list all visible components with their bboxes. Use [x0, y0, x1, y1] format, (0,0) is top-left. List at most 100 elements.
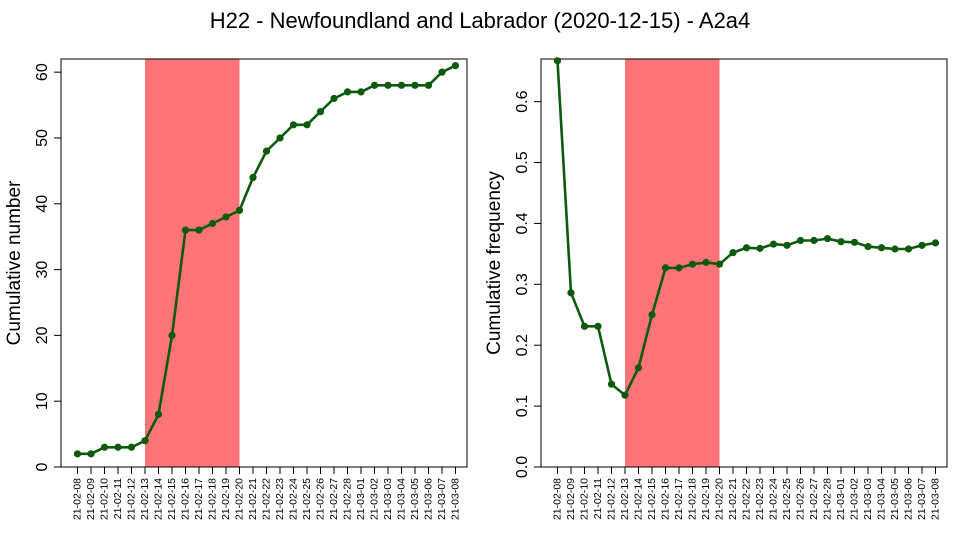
- x-tick-label: 21-03-05: [409, 478, 421, 520]
- x-tick-label: 21-02-24: [288, 478, 300, 520]
- data-point: [249, 173, 257, 182]
- x-tick-label: 21-03-04: [876, 478, 888, 520]
- x-tick-label: 21-02-26: [315, 478, 327, 520]
- data-point: [370, 81, 379, 89]
- data-point: [621, 391, 629, 399]
- x-tick-label: 21-02-11: [112, 478, 124, 519]
- x-tick-label: 21-03-05: [889, 478, 901, 520]
- x-tick-label: 21-03-02: [849, 478, 861, 520]
- x-tick-label: 21-02-16: [660, 478, 672, 520]
- x-tick-label: 21-02-12: [606, 478, 618, 520]
- x-tick-label: 21-02-23: [754, 478, 766, 520]
- x-tick-label: 21-02-15: [646, 478, 658, 520]
- x-tick-label: 21-03-08: [930, 478, 942, 520]
- y-tick-label: 0.2: [514, 334, 531, 356]
- y-axis-label: Cumulative number: [4, 180, 25, 345]
- data-point: [87, 450, 95, 458]
- data-point: [810, 236, 818, 245]
- series-line: [77, 64, 457, 456]
- x-tick-label: 21-03-01: [355, 478, 367, 520]
- x-tick-label: 21-02-11: [592, 478, 604, 519]
- x-tick-label: 21-02-23: [274, 478, 286, 520]
- y-tick-label: 10: [34, 392, 51, 410]
- data-point: [783, 241, 791, 249]
- x-tick-label: 21-02-20: [714, 478, 726, 520]
- data-point: [222, 213, 230, 221]
- data-point: [195, 226, 203, 234]
- data-point: [357, 88, 365, 96]
- y-tick-label: 0.5: [514, 151, 531, 173]
- x-tick-label: 21-02-25: [301, 478, 313, 520]
- data-point: [343, 88, 352, 96]
- x-tick-label: 21-03-01: [835, 478, 847, 520]
- x-tick-label: 21-02-08: [72, 478, 84, 520]
- data-point: [451, 61, 460, 70]
- data-point: [397, 81, 406, 89]
- x-tick-label: 21-02-15: [166, 478, 178, 520]
- data-point: [756, 244, 764, 252]
- x-tick-label: 21-03-07: [916, 478, 928, 520]
- y-tick-label: 0.0: [514, 456, 531, 478]
- x-tick-label: 21-03-06: [423, 478, 435, 520]
- y-tick-label: 0: [34, 462, 51, 471]
- y-tick-label: 20: [34, 326, 51, 344]
- y-tick-label: 40: [34, 195, 51, 213]
- data-point: [675, 264, 683, 272]
- x-tick-label: 21-02-10: [99, 478, 111, 520]
- y-tick-label: 60: [34, 63, 51, 81]
- x-tick-label: 21-03-07: [436, 478, 448, 520]
- x-tick-label: 21-02-19: [700, 478, 712, 520]
- data-point: [127, 443, 136, 451]
- x-tick-label: 21-03-02: [369, 478, 381, 520]
- y-tick-label: 0.3: [514, 273, 531, 295]
- x-tick-label: 21-02-08: [552, 478, 564, 520]
- data-point: [850, 238, 859, 246]
- x-tick-label: 21-02-22: [741, 478, 753, 520]
- x-tick-label: 21-02-09: [565, 478, 577, 520]
- y-tick-label: 0.6: [514, 90, 531, 112]
- data-point: [580, 322, 589, 330]
- data-point: [73, 450, 82, 458]
- data-point: [303, 121, 311, 129]
- data-point: [384, 81, 392, 89]
- data-point: [931, 239, 940, 247]
- data-point: [877, 244, 886, 252]
- data-point: [424, 81, 433, 89]
- x-tick-label: 21-03-04: [396, 478, 408, 520]
- x-tick-label: 21-02-26: [795, 478, 807, 520]
- data-point: [837, 238, 845, 246]
- x-tick-label: 21-03-03: [382, 478, 394, 520]
- x-tick-label: 21-02-18: [687, 478, 699, 520]
- data-point: [154, 410, 163, 418]
- plot-frame: [540, 58, 948, 468]
- data-point: [648, 311, 656, 319]
- data-point: [141, 437, 149, 445]
- data-point: [411, 81, 419, 89]
- y-tick-label: 30: [34, 261, 51, 279]
- x-tick-label: 21-02-28: [822, 478, 834, 520]
- data-point: [769, 240, 778, 248]
- x-tick-label: 21-02-12: [126, 478, 138, 520]
- x-tick-label: 21-02-13: [139, 478, 151, 520]
- data-point: [729, 249, 737, 257]
- x-tick-label: 21-02-24: [768, 478, 780, 520]
- page-title: H22 - Newfoundland and Labrador (2020-12…: [209, 8, 751, 33]
- data-point: [864, 242, 872, 251]
- x-tick-label: 21-03-08: [450, 478, 462, 520]
- data-point: [567, 289, 575, 297]
- cumulative-frequency-chart: 0.0 0.1 0.2 0.3 0.4 0.5 0.6 Cumulative frequenc…: [484, 57, 948, 520]
- data-point: [553, 57, 562, 65]
- x-tick-label: 21-03-03: [862, 478, 874, 520]
- y-axis-label: Cumulative frequency: [484, 171, 505, 355]
- data-point: [918, 241, 926, 249]
- x-tick-label: 21-02-27: [808, 478, 820, 520]
- data-point: [208, 219, 217, 228]
- data-point: [904, 245, 913, 253]
- data-point: [796, 236, 805, 245]
- data-point: [316, 108, 325, 116]
- data-point: [262, 147, 271, 155]
- series-line: [556, 60, 936, 397]
- data-point: [891, 245, 899, 253]
- data-point: [702, 258, 710, 266]
